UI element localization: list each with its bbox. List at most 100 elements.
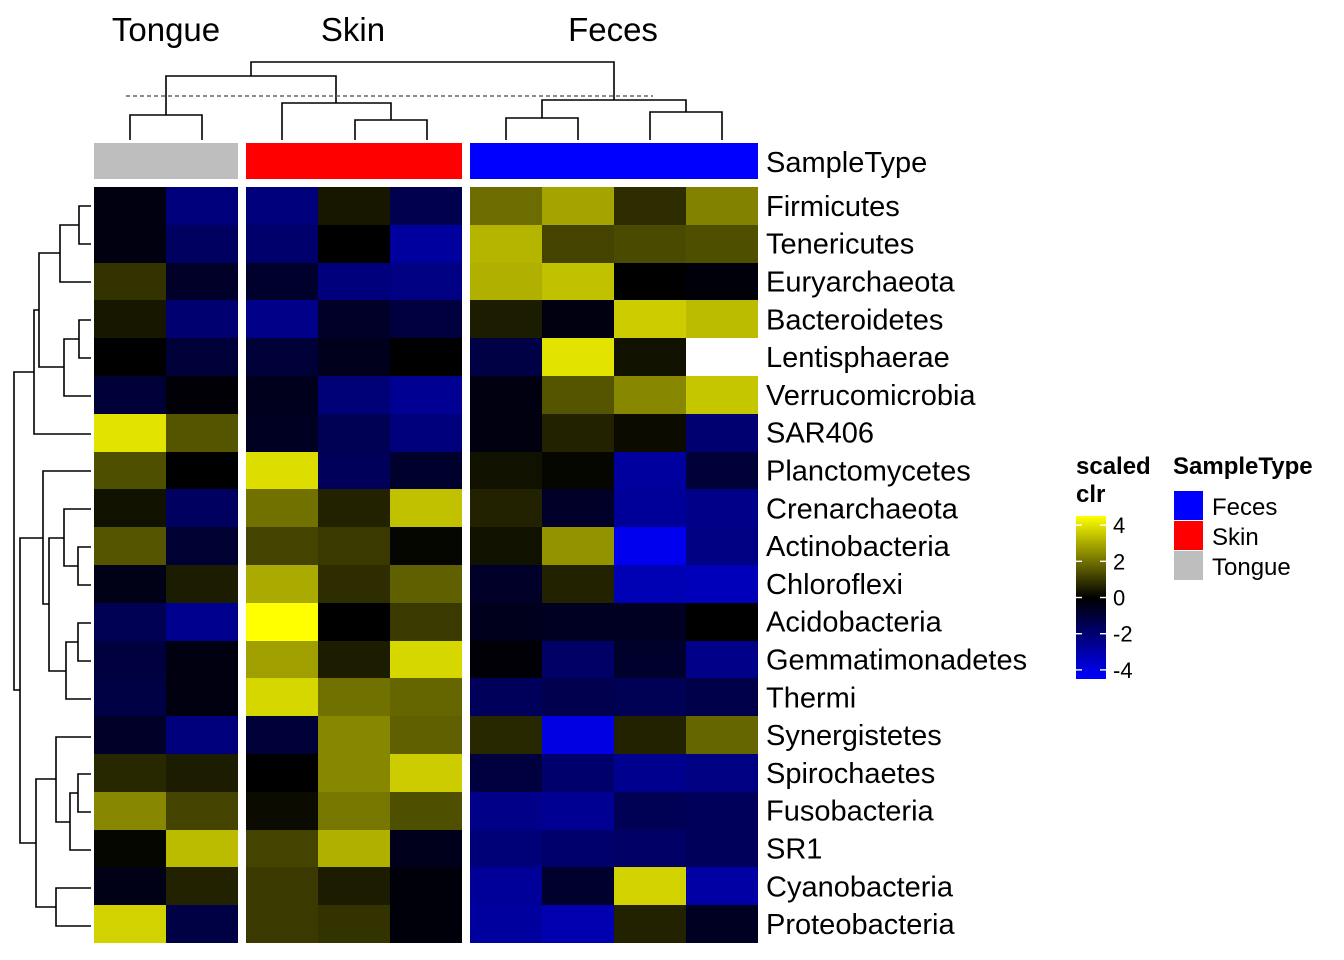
heatmap-cell (390, 376, 462, 414)
heatmap-cell (542, 452, 614, 489)
heatmap-cell (246, 376, 318, 414)
heatmap-cell (246, 300, 318, 338)
heatmap-cell (166, 452, 238, 489)
row-label: Actinobacteria (766, 531, 951, 563)
heatmap-cell (614, 489, 686, 527)
row-dendrogram (13, 205, 91, 927)
heatmap-cell (246, 678, 318, 716)
heatmap-cell (246, 905, 318, 943)
heatmap-cell (470, 641, 542, 678)
heatmap-cell (686, 489, 758, 527)
annotation-bar-feces (470, 143, 758, 179)
heatmap-cell (542, 830, 614, 867)
heatmap-cell (614, 830, 686, 867)
heatmap-cell (94, 565, 166, 603)
heatmap-cell (470, 830, 542, 867)
heatmap-cell (246, 527, 318, 565)
heatmap-cell (614, 905, 686, 943)
heatmap-cell (686, 678, 758, 716)
heatmap-cell (614, 414, 686, 452)
heatmap-cell (246, 225, 318, 263)
heatmap-cell (614, 754, 686, 792)
heatmap-cell (390, 452, 462, 489)
heatmap-cell (470, 527, 542, 565)
color-scale-legend: scaled clr 4 2 0 -2 -4 (1076, 453, 1151, 683)
heatmap-cell (614, 300, 686, 338)
heatmap-cell (94, 414, 166, 452)
heatmap-cell (390, 565, 462, 603)
heatmap-cell (166, 716, 238, 754)
color-scale-tick-label: 0 (1113, 586, 1125, 611)
heatmap-cell (390, 830, 462, 867)
heatmap-cell (390, 225, 462, 263)
heatmap-cell (166, 263, 238, 300)
color-legend-title-line1: scaled (1076, 453, 1151, 480)
heatmap-cell (246, 489, 318, 527)
heatmap-cell (246, 830, 318, 867)
heatmap-cell (390, 603, 462, 641)
heatmap-cell (166, 225, 238, 263)
heatmap-cell (542, 338, 614, 376)
heatmap-cell (246, 187, 318, 225)
heatmap-cell (470, 792, 542, 830)
heatmap-cell (246, 716, 318, 754)
heatmap-cell (542, 489, 614, 527)
color-scale-tick-label: 2 (1113, 549, 1125, 574)
heatmap-cell (390, 867, 462, 905)
heatmap-cell (390, 716, 462, 754)
heatmap-cell (390, 263, 462, 300)
heatmap-cell (614, 565, 686, 603)
heatmap-cell (94, 187, 166, 225)
heatmap-cell (166, 830, 238, 867)
heatmap-cell (166, 187, 238, 225)
heatmap-cell (542, 905, 614, 943)
row-label: Verrucomicrobia (766, 380, 976, 412)
color-legend-title-line2: clr (1076, 481, 1105, 508)
heatmap-cell (94, 263, 166, 300)
heatmap-cell (94, 830, 166, 867)
row-label: Lentisphaerae (766, 342, 950, 374)
heatmap-cell (614, 716, 686, 754)
heatmap-cell (614, 376, 686, 414)
legend-swatch-feces (1174, 491, 1203, 520)
annotation-label: SampleType (766, 147, 927, 179)
legend-label-skin: Skin (1212, 524, 1259, 551)
heatmap-cell (686, 565, 758, 603)
heatmap-cell (542, 603, 614, 641)
heatmap-cell (390, 414, 462, 452)
heatmap-cell (470, 754, 542, 792)
heatmap-cell (246, 641, 318, 678)
heatmap-cell (470, 414, 542, 452)
heatmap-cell (542, 678, 614, 716)
group-label-feces: Feces (568, 11, 658, 48)
row-label: Cyanobacteria (766, 871, 954, 903)
heatmap-cell (94, 376, 166, 414)
heatmap-cell (470, 716, 542, 754)
heatmap-cell (94, 867, 166, 905)
heatmap-cell (614, 263, 686, 300)
heatmap-cell (318, 263, 390, 300)
heatmap-cell (318, 338, 390, 376)
legend-swatch-tongue (1174, 551, 1203, 580)
column-dendrogram (126, 61, 723, 140)
heatmap-cell (470, 376, 542, 414)
heatmap-cell (542, 187, 614, 225)
heatmap-cell (318, 376, 390, 414)
heatmap-cell (470, 905, 542, 943)
heatmap-cell (246, 603, 318, 641)
heatmap-cell (686, 414, 758, 452)
heatmap-cell (686, 641, 758, 678)
row-label: Synergistetes (766, 720, 942, 752)
heatmap-cell (614, 678, 686, 716)
heatmap-cell (318, 565, 390, 603)
heatmap-cell (470, 489, 542, 527)
heatmap-cell (166, 376, 238, 414)
heatmap-cell (614, 641, 686, 678)
annotation-bar-tongue (94, 143, 238, 179)
heatmap-cell (166, 603, 238, 641)
color-scale-tick-label: 4 (1113, 513, 1125, 538)
heatmap-cell (166, 565, 238, 603)
heatmap-cell (686, 905, 758, 943)
heatmap-cell (614, 225, 686, 263)
